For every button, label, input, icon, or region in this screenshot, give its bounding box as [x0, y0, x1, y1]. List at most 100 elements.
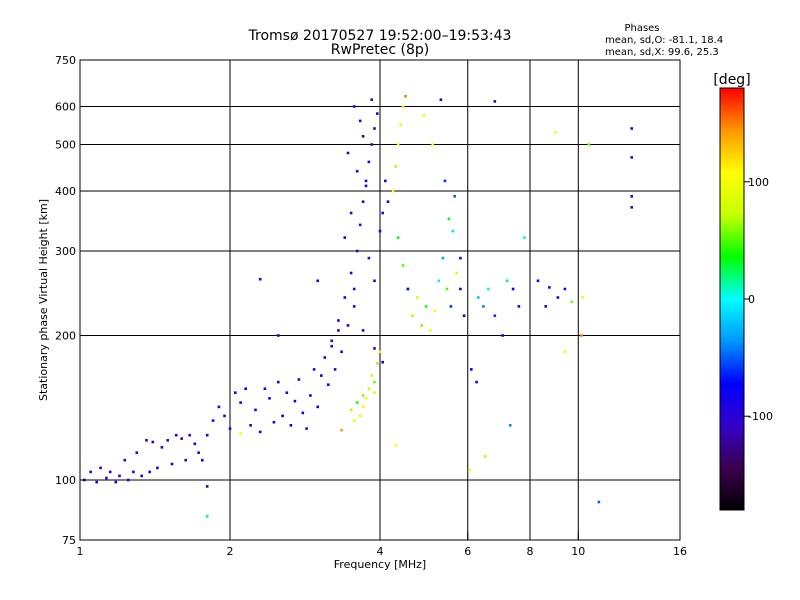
data-point [404, 95, 407, 98]
data-point [415, 296, 419, 299]
data-point [376, 112, 379, 115]
x-tick-label: 4 [377, 545, 384, 558]
data-point [439, 98, 443, 101]
data-point [330, 339, 333, 343]
data-point [429, 329, 432, 332]
y-axis: 75 100 200 300 400 500 600 750 [55, 54, 88, 547]
data-point [378, 229, 382, 233]
data-point [108, 470, 112, 474]
data-point [205, 515, 209, 518]
data-point [323, 356, 327, 359]
data-point [459, 256, 462, 260]
data-point [453, 195, 456, 198]
data-point [180, 437, 183, 440]
data-point [228, 427, 232, 430]
data-point [630, 206, 633, 209]
data-point [376, 362, 379, 365]
x-tick-label: 10 [571, 545, 585, 558]
data-point [361, 200, 365, 203]
data-point [160, 446, 164, 449]
data-point [367, 387, 371, 390]
data-point [239, 401, 242, 404]
y-tick-label: 75 [62, 534, 76, 547]
data-point [364, 397, 368, 400]
data-point [188, 433, 191, 437]
data-point [424, 305, 428, 308]
data-point [249, 424, 252, 427]
data-point [563, 350, 567, 354]
data-point [340, 350, 343, 354]
data-point [361, 329, 365, 332]
data-point [132, 470, 135, 474]
data-point [156, 466, 159, 470]
y-tick-label: 750 [55, 54, 76, 67]
data-point [349, 408, 353, 412]
data-point [358, 223, 362, 227]
data-point [373, 347, 376, 350]
data-point [367, 256, 371, 260]
data-point [597, 500, 601, 504]
data-point [396, 236, 400, 239]
data-point [254, 408, 257, 412]
data-point [263, 387, 267, 390]
data-point [563, 287, 567, 291]
data-point [148, 470, 151, 474]
data-point [517, 305, 521, 308]
data-point [381, 211, 384, 215]
x-axis-label: Frequency [MHz] [334, 558, 426, 571]
data-point [355, 169, 359, 173]
data-point [556, 296, 560, 299]
data-point [135, 451, 139, 454]
data-point [127, 478, 130, 482]
data-point [441, 256, 445, 260]
data-point [285, 391, 289, 394]
data-point [373, 391, 376, 394]
data-point [501, 334, 504, 337]
data-point [349, 271, 353, 275]
data-point [386, 200, 390, 203]
data-point [505, 279, 509, 283]
data-point [211, 419, 215, 422]
data-point [337, 329, 340, 332]
data-point [468, 468, 471, 472]
data-point [554, 131, 557, 134]
data-point [367, 160, 371, 164]
data-point [293, 399, 297, 403]
y-tick-label: 100 [55, 474, 76, 487]
data-point [483, 455, 487, 458]
data-point [396, 143, 400, 146]
colorbar-tick-label: 100 [748, 176, 769, 189]
data-point [239, 432, 242, 435]
colorbar-ticks: 100 0 -100 [744, 176, 773, 423]
colorbar [719, 87, 745, 511]
data-point [327, 383, 330, 386]
y-tick-label: 400 [55, 185, 76, 198]
stats-line-x: mean, sd,X: 99.6, 25.3 [605, 47, 719, 58]
x-tick-label: 8 [527, 545, 534, 558]
data-point [630, 127, 633, 130]
data-point [95, 480, 98, 484]
data-point [581, 296, 584, 299]
data-point [459, 287, 462, 291]
data-point [373, 127, 376, 130]
stats-heading: Phases [624, 23, 659, 34]
data-point [406, 287, 410, 291]
data-point [449, 305, 453, 308]
stats-line-o: mean, sd,O: -81.1, 18.4 [605, 35, 723, 46]
data-point [580, 334, 583, 337]
data-point [422, 114, 426, 117]
data-point [355, 249, 359, 253]
chart-subtitle: RwPretec (8p) [331, 42, 429, 58]
data-point [373, 380, 376, 384]
data-point [361, 405, 365, 409]
data-point [277, 334, 280, 337]
chart-title: Tromsø 20170527 19:52:00–19:53:43 [248, 28, 512, 44]
data-point [258, 277, 262, 281]
data-point [370, 98, 373, 101]
data-point [470, 368, 473, 371]
data-point [297, 378, 301, 381]
data-point [384, 179, 387, 183]
data-point [223, 414, 226, 418]
data-point [343, 296, 347, 299]
